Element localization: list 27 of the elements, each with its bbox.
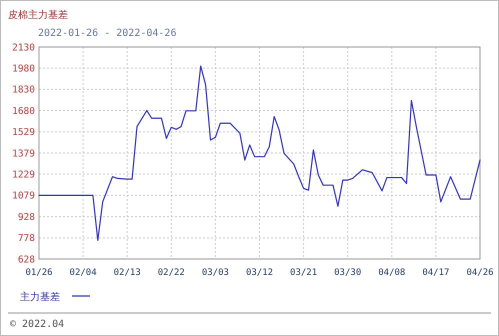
x-tick-label: 04/17 (422, 268, 450, 278)
x-tick-label: 02/22 (158, 268, 185, 278)
y-tick-label: 1830 (12, 84, 36, 96)
y-tick-label: 1229 (12, 169, 36, 180)
line-series (38, 65, 481, 241)
y-tick-label: 2130 (12, 42, 36, 54)
y-tick-label: 1379 (12, 148, 36, 160)
y-tick-label: 1529 (12, 127, 36, 138)
y-tick-label: 928 (18, 212, 36, 223)
y-tick-label: 1980 (12, 63, 36, 74)
legend-label: 主力基差 (20, 291, 60, 303)
y-tick-label: 1079 (12, 190, 36, 202)
x-tick-label: 02/04 (70, 268, 97, 278)
y-tick-label: 628 (18, 254, 36, 266)
x-tick-label: 04/08 (378, 268, 406, 278)
x-tick-label: 04/26 (466, 268, 494, 278)
y-tick-label: 1680 (12, 106, 36, 117)
text: © 2022.04 (10, 319, 64, 330)
x-tick-label: 03/30 (334, 268, 362, 278)
x-tick-label: 01/26 (25, 268, 53, 278)
y-tick-label: 778 (18, 233, 36, 244)
x-tick-label: 02/13 (114, 268, 141, 278)
chart-subtitle: 2022-01-26 - 2022-04-26 (38, 28, 176, 39)
x-tick-label: 03/12 (246, 268, 274, 278)
x-tick-label: 03/03 (202, 268, 229, 278)
chart-title: 皮棉主力基差 (8, 9, 68, 21)
x-tick-label: 03/21 (290, 268, 318, 278)
